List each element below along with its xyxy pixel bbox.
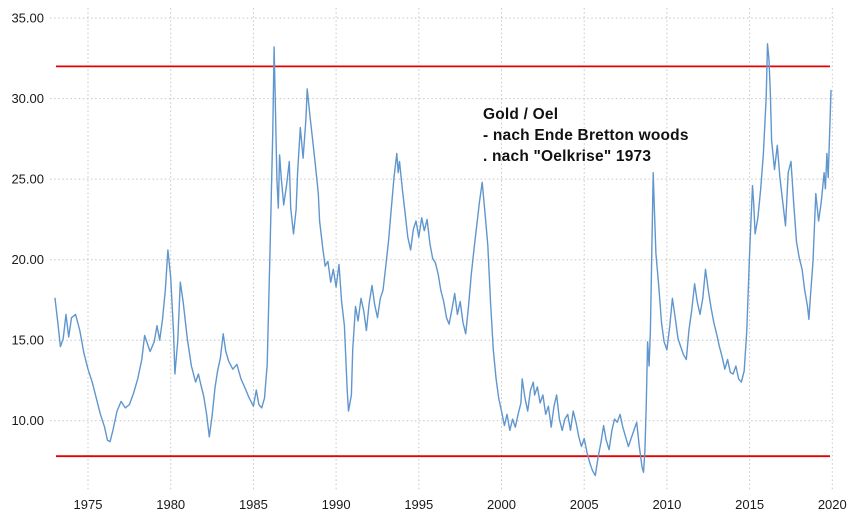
x-tick-label: 1995 bbox=[404, 497, 433, 512]
x-tick-label: 2005 bbox=[570, 497, 599, 512]
annotation-line-2: - nach Ende Bretton woods bbox=[483, 127, 689, 144]
y-tick-label: 10.00 bbox=[11, 413, 44, 428]
y-tick-label: 25.00 bbox=[11, 172, 44, 187]
gridlines bbox=[50, 8, 834, 490]
x-tick-label: 1990 bbox=[322, 497, 351, 512]
x-tick-label: 1980 bbox=[156, 497, 185, 512]
x-tick-label: 1975 bbox=[74, 497, 103, 512]
y-tick-label: 30.00 bbox=[11, 91, 44, 106]
x-tick-label: 2020 bbox=[818, 497, 847, 512]
annotation-title: Gold / Oel bbox=[483, 106, 559, 123]
ratio-series-line bbox=[54, 43, 832, 477]
y-tick-label: 35.00 bbox=[11, 11, 44, 26]
y-axis-labels: 10.00 15.00 20.00 25.00 30.00 35.00 bbox=[11, 11, 44, 429]
x-tick-label: 2010 bbox=[652, 497, 681, 512]
y-tick-label: 15.00 bbox=[11, 333, 44, 348]
chart-annotation: Gold / Oel - nach Ende Bretton woods . n… bbox=[483, 104, 689, 167]
x-axis-labels: 1975 1980 1985 1990 1995 2000 2005 2010 2015 2020 bbox=[74, 497, 847, 512]
y-tick-label: 20.00 bbox=[11, 252, 44, 267]
x-tick-label: 2015 bbox=[735, 497, 764, 512]
annotation-line-3: . nach "Oelkrise" 1973 bbox=[483, 148, 652, 165]
x-tick-label: 2000 bbox=[487, 497, 516, 512]
x-tick-label: 1985 bbox=[239, 497, 268, 512]
